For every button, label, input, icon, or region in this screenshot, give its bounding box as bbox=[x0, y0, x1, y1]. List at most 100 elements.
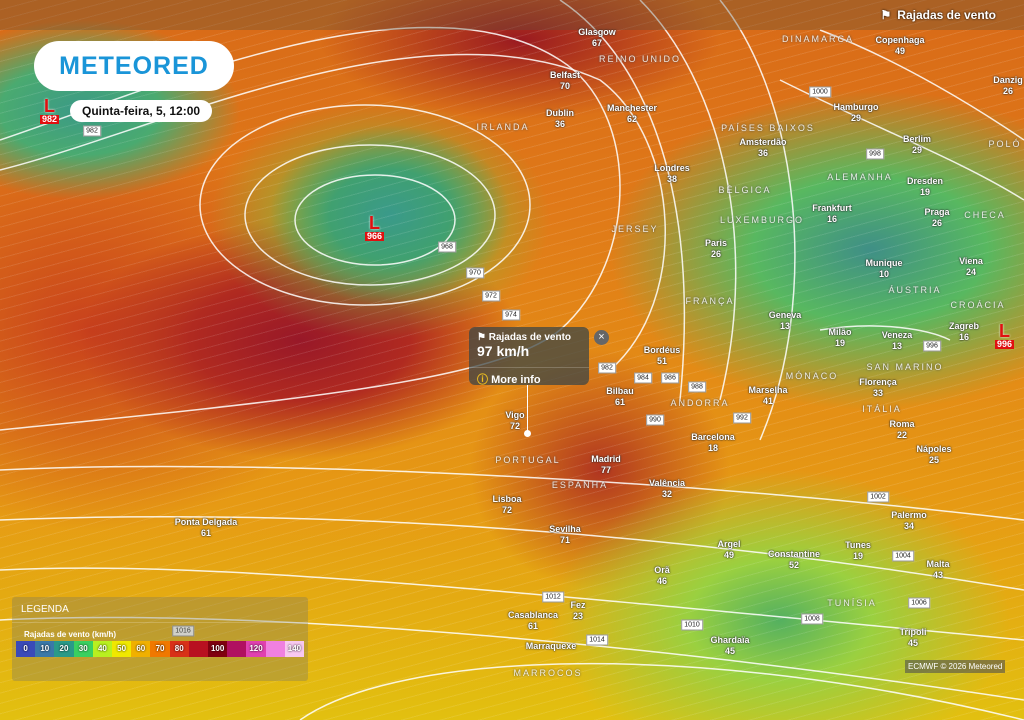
city-label[interactable]: Malta 43 bbox=[926, 559, 949, 581]
gust-value: 97 km/h bbox=[477, 343, 530, 359]
city-label[interactable]: Bilbau 61 bbox=[606, 386, 634, 408]
city-label[interactable]: Tunes 19 bbox=[845, 540, 871, 562]
city-name: Manchester bbox=[606, 103, 658, 113]
city-name: Marraquexe bbox=[525, 641, 577, 651]
city-gust-value: 67 bbox=[591, 38, 603, 48]
city-gust-value: 29 bbox=[850, 113, 861, 123]
location-pin-line bbox=[527, 385, 528, 432]
country-label: PAÍSES BAIXOS bbox=[721, 123, 815, 133]
city-label[interactable]: Vigo 72 bbox=[505, 410, 524, 432]
city-label[interactable]: Lisboa 72 bbox=[492, 494, 521, 516]
date-time-label[interactable]: Quinta-feira, 5, 12:00 bbox=[70, 100, 213, 122]
close-popup-button[interactable]: × bbox=[594, 330, 609, 345]
city-name: Bilbau bbox=[606, 386, 634, 396]
city-label[interactable]: Glasgow 67 bbox=[578, 27, 616, 49]
city-name: Geneva bbox=[768, 310, 802, 320]
city-label[interactable]: Palermo 34 bbox=[891, 510, 927, 532]
country-label: TUNÍSIA bbox=[827, 598, 877, 608]
city-label[interactable]: Dublin 36 bbox=[546, 108, 574, 130]
city-gust-value: 61 bbox=[200, 528, 212, 538]
city-name: Danzig bbox=[993, 75, 1023, 85]
legend-stop: 0 bbox=[16, 641, 36, 657]
country-label: PORTUGAL bbox=[495, 455, 561, 465]
isobar-label: 1016 bbox=[172, 625, 194, 637]
country-label: ÁUSTRIA bbox=[888, 285, 942, 295]
city-label[interactable]: Veneza 13 bbox=[882, 330, 913, 352]
isobar-label: 984 bbox=[634, 372, 652, 384]
city-label[interactable]: Berlim 29 bbox=[903, 134, 931, 156]
city-label[interactable]: Bordéus 51 bbox=[644, 345, 681, 367]
city-label[interactable]: Fez 23 bbox=[570, 600, 585, 622]
city-name: Londres bbox=[654, 163, 690, 173]
city-label[interactable]: Hamburgo 29 bbox=[834, 102, 879, 124]
city-label[interactable]: Sevilha 71 bbox=[549, 524, 581, 546]
city-label[interactable]: Zagreb 16 bbox=[949, 321, 979, 343]
city-label[interactable]: Munique 10 bbox=[866, 258, 903, 280]
country-label: ALEMANHA bbox=[827, 172, 893, 182]
legend-stop: 120 bbox=[246, 641, 266, 657]
city-label[interactable]: Orã 46 bbox=[654, 565, 670, 587]
city-name: Florença bbox=[859, 377, 897, 387]
city-label[interactable]: Florença 33 bbox=[859, 377, 897, 399]
city-label[interactable]: Belfast 70 bbox=[550, 70, 580, 92]
city-gust-value: 26 bbox=[1002, 86, 1014, 96]
city-label[interactable]: Amsterdão 36 bbox=[739, 137, 786, 159]
city-name: Barcelona bbox=[691, 432, 735, 442]
layer-selector[interactable]: ⚑ Rajadas de vento bbox=[880, 8, 996, 22]
country-label: CHECA bbox=[964, 210, 1006, 220]
legend-title: LEGENDA bbox=[12, 597, 308, 623]
isobar-label: 986 bbox=[661, 372, 679, 384]
city-label[interactable]: Valência 32 bbox=[649, 478, 685, 500]
country-label: FRANÇA bbox=[685, 296, 735, 306]
isobar-label: 1012 bbox=[542, 591, 564, 603]
city-label[interactable]: Roma 22 bbox=[889, 419, 914, 441]
city-label[interactable]: Milão 19 bbox=[828, 327, 851, 349]
location-pin[interactable] bbox=[524, 430, 531, 437]
legend-panel[interactable]: LEGENDA Rajadas de vento (km/h) 0 10 20 30 4… bbox=[12, 597, 308, 681]
city-label[interactable]: Ghardaïa 45 bbox=[710, 635, 749, 657]
city-label[interactable]: Manchester 62 bbox=[607, 103, 657, 125]
city-gust-value: 19 bbox=[919, 187, 931, 197]
city-label[interactable]: Frankfurt 16 bbox=[812, 203, 852, 225]
city-label[interactable]: Praga 26 bbox=[924, 207, 949, 229]
isobar-label: 996 bbox=[923, 340, 941, 352]
info-popup: ⚑ Rajadas de vento 97 km/h ⓘ More info bbox=[469, 327, 589, 386]
city-name: Argel bbox=[717, 539, 741, 549]
city-name: Sevilha bbox=[549, 524, 581, 534]
more-info-link[interactable]: ⓘ More info bbox=[469, 367, 589, 386]
city-name: Milão bbox=[828, 327, 852, 337]
city-label[interactable]: Marraquexe bbox=[526, 641, 577, 652]
city-label[interactable]: Geneva 13 bbox=[769, 310, 802, 332]
city-gust-value: 70 bbox=[559, 81, 571, 91]
city-label[interactable]: Casablanca 61 bbox=[508, 610, 558, 632]
country-label: ESPANHA bbox=[551, 480, 609, 490]
city-label[interactable]: Dresden 19 bbox=[907, 176, 943, 198]
city-label[interactable]: Nápoles 25 bbox=[916, 444, 951, 466]
city-label[interactable]: Ponta Delgada 61 bbox=[175, 517, 238, 539]
windsock-icon: ⚑ bbox=[880, 8, 892, 22]
city-name: Amsterdão bbox=[739, 137, 787, 147]
city-label[interactable]: Londres 38 bbox=[654, 163, 690, 185]
city-label[interactable]: Argel 49 bbox=[717, 539, 740, 561]
isobar-label: 1006 bbox=[908, 597, 930, 609]
city-label[interactable]: Paris 26 bbox=[705, 238, 727, 260]
legend-subtitle: Rajadas de vento (km/h) bbox=[24, 630, 117, 639]
isobar-label: 1014 bbox=[586, 634, 608, 646]
city-name: Bordéus bbox=[643, 345, 681, 355]
city-label[interactable]: Marselha 41 bbox=[748, 385, 787, 407]
city-gust-value: 26 bbox=[710, 249, 721, 259]
city-label[interactable]: Constantine 52 bbox=[768, 549, 820, 571]
city-label[interactable]: Viena 24 bbox=[959, 256, 983, 278]
attribution: ECMWF © 2026 Meteored bbox=[905, 660, 1006, 673]
city-gust-value: 43 bbox=[932, 570, 944, 580]
city-gust-value: 29 bbox=[911, 145, 923, 155]
isobar-label: 992 bbox=[733, 412, 751, 424]
city-label[interactable]: Copenhaga 49 bbox=[875, 35, 924, 57]
city-label[interactable]: Madrid 77 bbox=[591, 454, 621, 476]
city-gust-value: 33 bbox=[872, 388, 884, 398]
city-label[interactable]: Danzig 26 bbox=[993, 75, 1023, 97]
city-name: Malta bbox=[926, 559, 950, 569]
meteored-logo[interactable]: METEORED bbox=[34, 41, 234, 91]
city-label[interactable]: Tripoli 45 bbox=[900, 627, 927, 649]
city-label[interactable]: Barcelona 18 bbox=[691, 432, 735, 454]
